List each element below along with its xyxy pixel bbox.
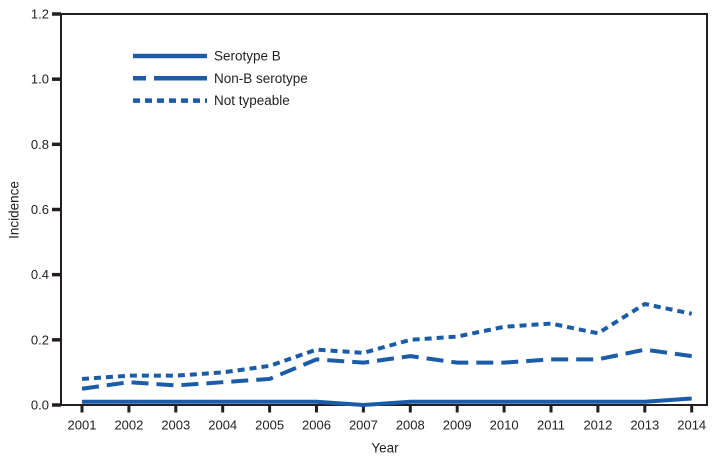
x-tick-label: 2013 [630, 418, 659, 433]
y-tick-label: 0.8 [31, 137, 49, 152]
x-tick-label: 2005 [255, 418, 284, 433]
y-tick-label: 0.2 [31, 332, 49, 347]
series-line-not-typeable [81, 301, 693, 381]
x-tick-label: 2014 [677, 418, 706, 433]
y-tick-label: 0.4 [31, 267, 49, 282]
x-tick-label: 2007 [349, 418, 378, 433]
x-tick-label: 2003 [161, 418, 190, 433]
x-tick-label: 2010 [490, 418, 519, 433]
series-line-serotype-b [82, 396, 692, 407]
y-tick-label: 0.6 [31, 202, 49, 217]
x-tick-label: 2002 [114, 418, 143, 433]
x-tick-label: 2004 [208, 418, 237, 433]
x-tick-label: 2006 [302, 418, 331, 433]
x-tick-label: 2009 [443, 418, 472, 433]
series-line-non-b-serotype [81, 347, 692, 391]
x-axis-title: Year [371, 440, 399, 456]
y-tick-label: 0.0 [31, 398, 49, 413]
y-tick-label: 1.0 [31, 72, 49, 87]
y-axis-title: Incidence [6, 181, 22, 239]
legend-label-serotype-b: Serotype B [214, 49, 281, 64]
x-tick-label: 2011 [537, 418, 565, 433]
legend-label-not-typeable: Not typeable [214, 93, 290, 108]
x-tick-label: 2012 [583, 418, 612, 433]
x-tick-label: 2001 [68, 418, 97, 433]
legend-label-non-b-serotype: Non-B serotype [214, 71, 308, 86]
y-tick-label: 1.2 [31, 7, 49, 22]
x-tick-label: 2008 [396, 418, 425, 433]
